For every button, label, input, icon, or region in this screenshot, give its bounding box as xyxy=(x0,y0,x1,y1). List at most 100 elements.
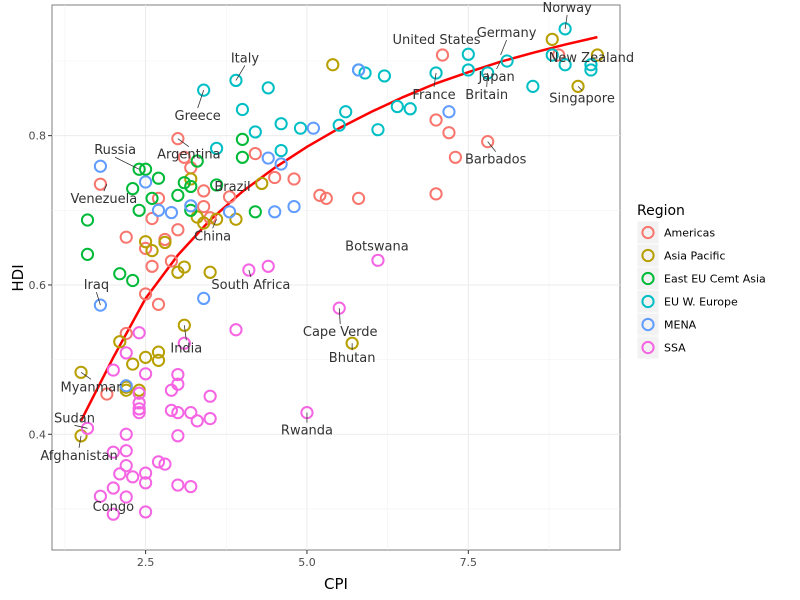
x-tick-label: 5.0 xyxy=(298,556,316,569)
data-point xyxy=(552,48,566,62)
data-point xyxy=(126,273,140,288)
annotation-leader xyxy=(177,138,190,147)
annotation-leaders xyxy=(74,14,583,448)
data-point xyxy=(93,298,108,312)
data-point xyxy=(274,157,288,171)
data-point xyxy=(119,444,133,458)
annotation-leader xyxy=(338,308,341,325)
annotation-label: Norway xyxy=(542,1,592,16)
annotation-leader xyxy=(500,39,507,56)
data-point xyxy=(545,48,559,62)
data-point xyxy=(119,379,133,393)
data-point xyxy=(500,54,514,68)
data-point xyxy=(545,32,559,46)
y-tick-label: 0.4 xyxy=(29,428,47,441)
data-point xyxy=(113,335,127,349)
legend-swatch xyxy=(641,225,655,240)
data-point xyxy=(371,123,385,137)
data-point xyxy=(132,326,146,340)
data-point xyxy=(287,199,301,214)
legend-label: SSA xyxy=(664,342,686,355)
data-point xyxy=(429,113,443,127)
data-point xyxy=(229,73,243,88)
data-point xyxy=(203,265,217,279)
annotation-label: Brazil xyxy=(214,180,250,195)
data-point xyxy=(197,83,211,97)
data-point xyxy=(351,63,366,77)
data-point xyxy=(442,105,456,119)
annotation-label: Iraq xyxy=(84,278,109,293)
data-point xyxy=(119,346,133,360)
data-point xyxy=(261,151,275,165)
data-point xyxy=(171,429,185,443)
legend-swatch xyxy=(641,340,655,355)
data-point xyxy=(429,187,443,201)
data-point xyxy=(184,203,198,217)
data-point xyxy=(235,150,250,164)
annotation-label: Bhutan xyxy=(329,351,376,366)
annotation-label: Japan xyxy=(477,70,514,85)
data-point xyxy=(461,47,475,61)
legend-key xyxy=(636,243,660,268)
annotation-leader xyxy=(78,435,82,448)
annotation-label: China xyxy=(194,229,231,244)
data-point xyxy=(106,445,120,459)
data-point xyxy=(80,213,95,227)
data-point xyxy=(197,291,211,306)
annotation-leader xyxy=(433,72,437,87)
plot-panel xyxy=(51,4,621,551)
annotation-label: France xyxy=(412,88,455,103)
data-point xyxy=(138,241,153,255)
data-point xyxy=(274,143,288,158)
data-point xyxy=(584,63,598,77)
data-point xyxy=(74,365,88,379)
y-axis-title: HDI xyxy=(9,264,27,291)
data-point xyxy=(106,481,120,495)
data-point xyxy=(145,191,159,205)
annotation-leader xyxy=(96,292,101,306)
data-point xyxy=(209,212,224,226)
annotation-label: Congo xyxy=(93,500,135,515)
legend-title: Region xyxy=(637,203,685,219)
data-point xyxy=(158,457,172,471)
legend-label: MENA xyxy=(664,319,697,332)
data-point xyxy=(184,179,198,194)
data-point xyxy=(261,259,275,273)
annotation-label: Russia xyxy=(94,143,136,158)
data-point xyxy=(138,476,153,490)
data-point xyxy=(132,406,146,420)
annotation-label: Rwanda xyxy=(281,424,333,439)
data-point xyxy=(558,58,572,72)
data-point xyxy=(171,406,185,420)
data-point xyxy=(138,505,153,519)
data-point xyxy=(93,489,108,503)
data-point xyxy=(113,467,127,481)
data-point xyxy=(319,191,333,205)
data-point xyxy=(351,191,366,205)
data-point xyxy=(209,141,224,155)
data-point xyxy=(177,150,191,164)
data-point xyxy=(242,263,256,277)
data-point xyxy=(106,363,120,377)
legend-label: East EU Cemt Asia xyxy=(664,273,766,286)
annotation-label: Singapore xyxy=(549,91,615,106)
annotation-label: United States xyxy=(392,33,480,48)
data-points xyxy=(74,22,605,521)
data-point xyxy=(74,429,88,443)
legend-label: Americas xyxy=(664,227,715,240)
data-point xyxy=(113,267,127,281)
data-point xyxy=(184,406,198,420)
annotation-leader xyxy=(114,156,140,170)
data-point xyxy=(119,427,133,441)
x-axis: 2.5 5.0 7.5 xyxy=(137,550,477,569)
data-point xyxy=(132,402,146,416)
data-point xyxy=(93,177,108,191)
annotation-label: Botswana xyxy=(345,239,409,254)
data-point xyxy=(268,205,282,219)
annotation-leader xyxy=(183,325,187,341)
legend-swatch xyxy=(641,248,655,263)
data-point xyxy=(209,178,224,192)
data-point xyxy=(138,466,153,480)
data-point xyxy=(306,121,321,135)
